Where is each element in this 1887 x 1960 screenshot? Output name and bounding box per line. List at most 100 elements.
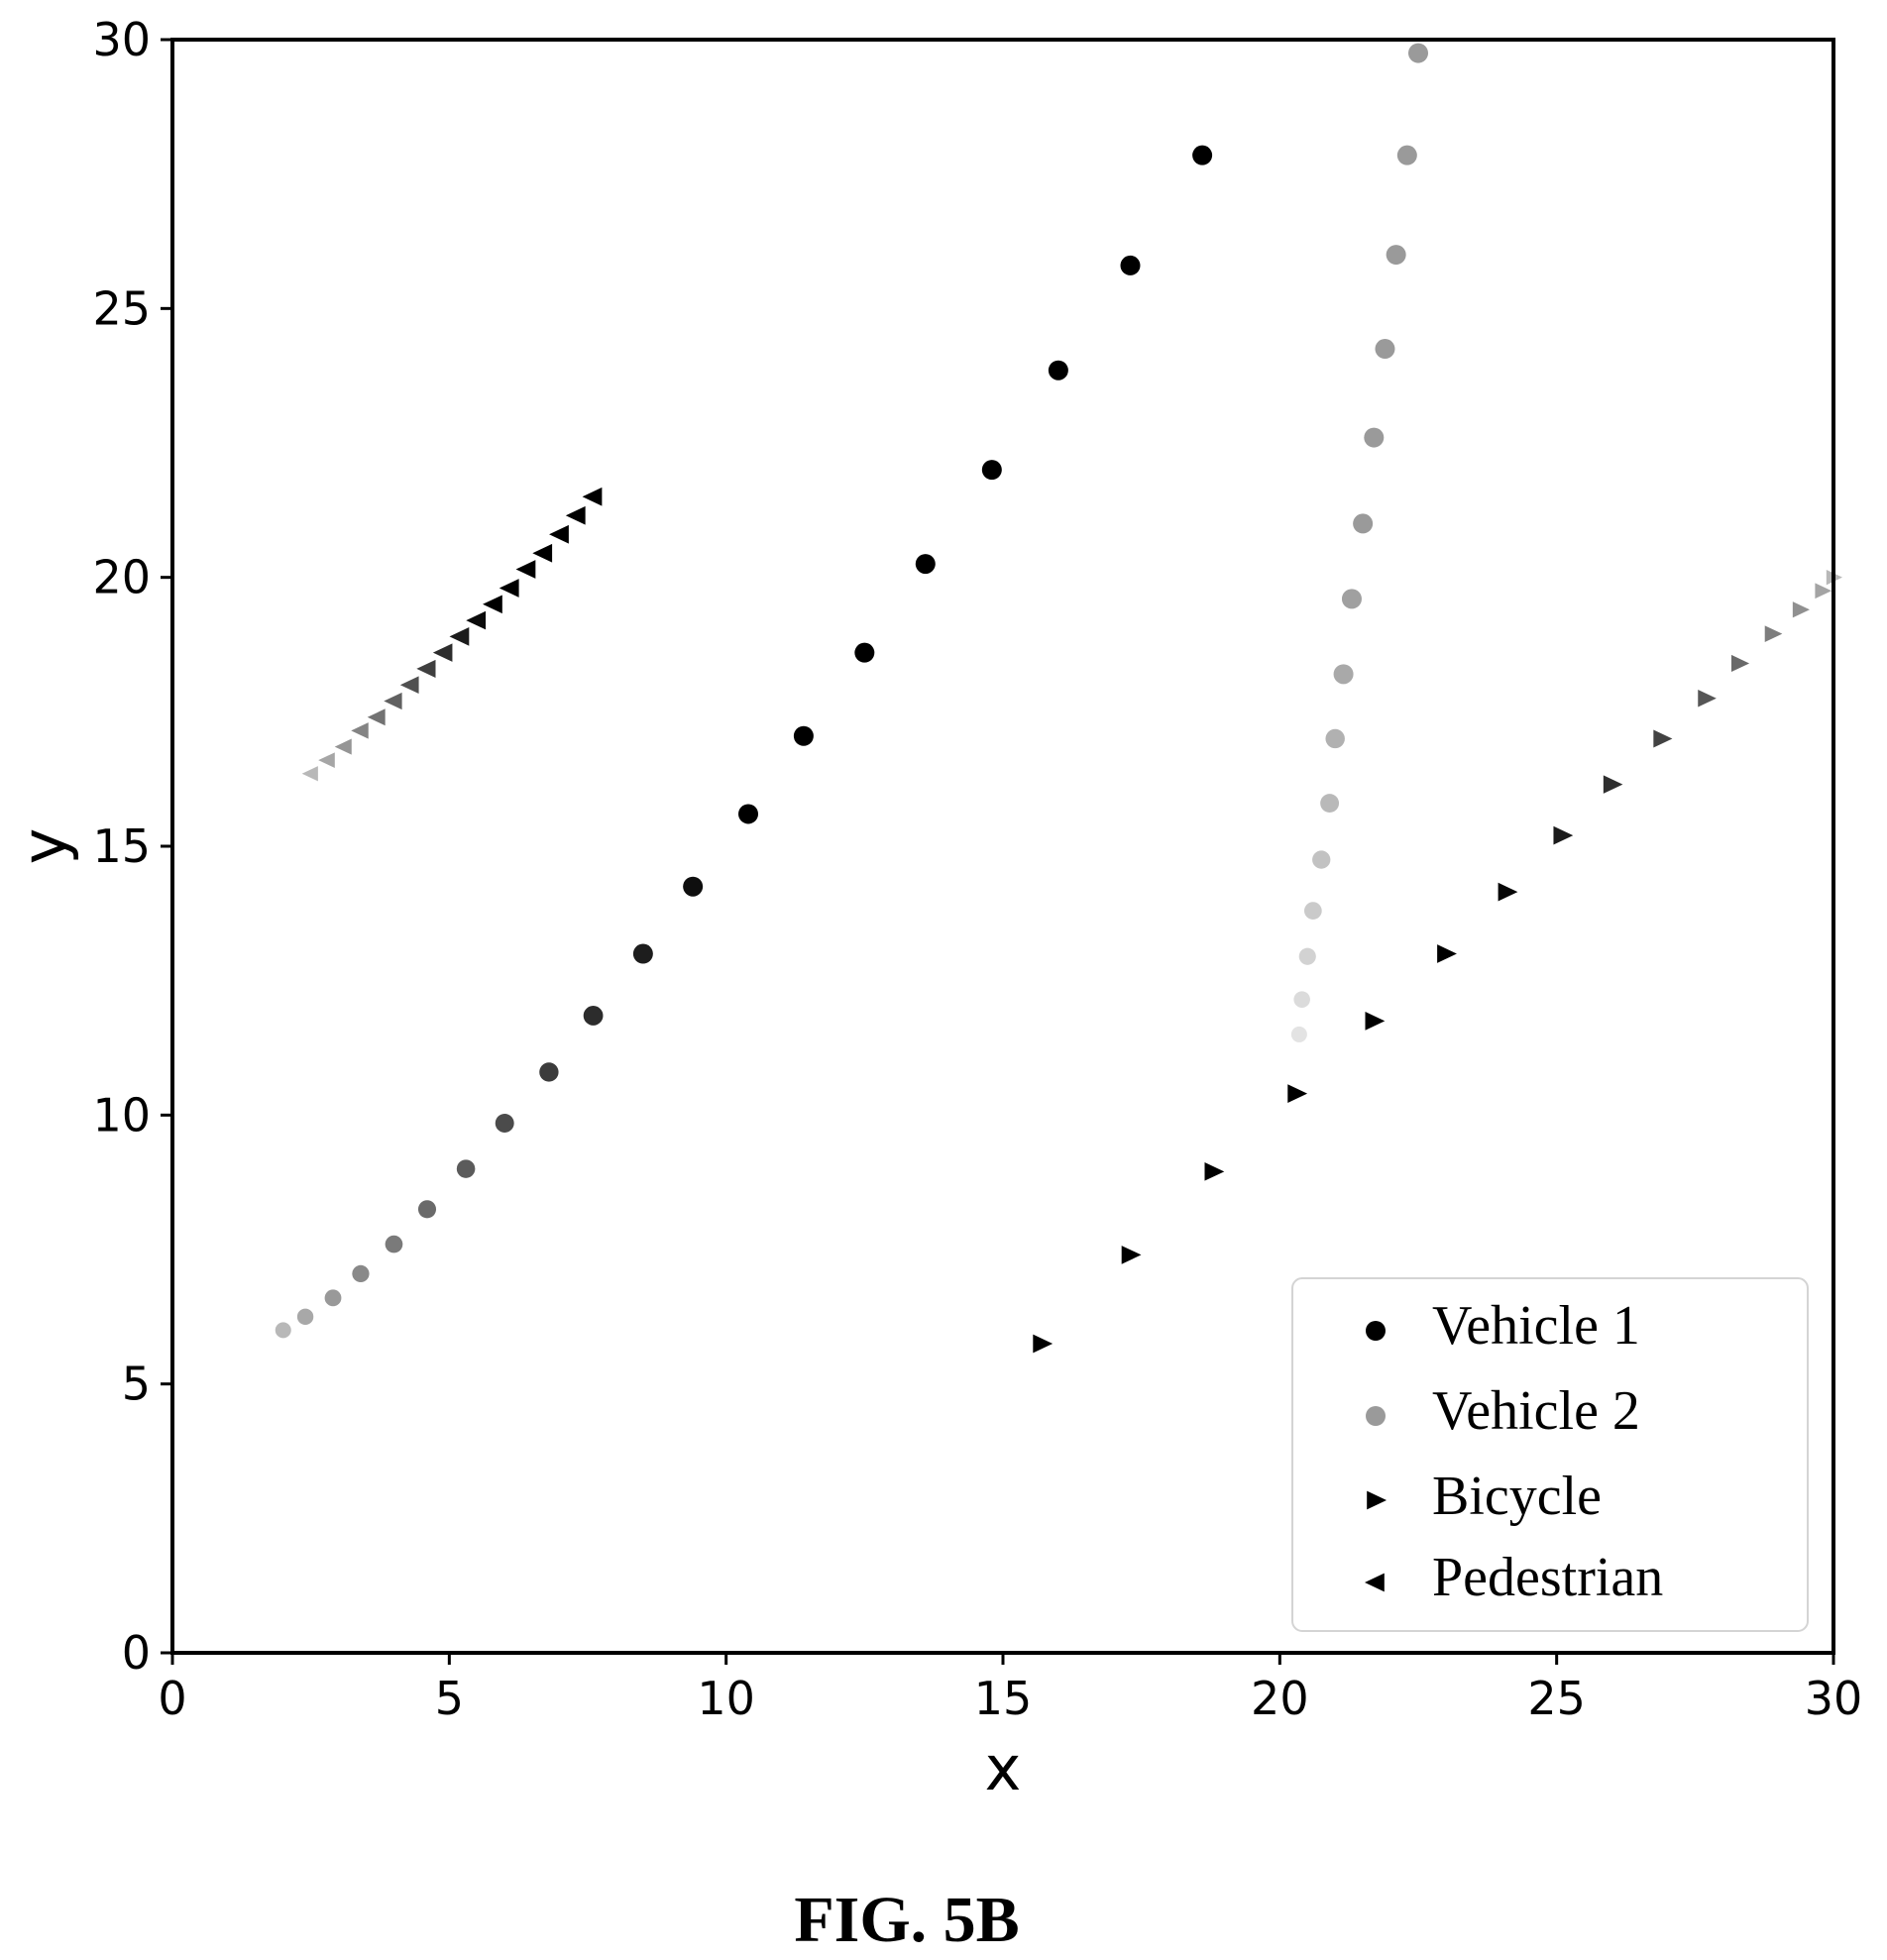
legend-box xyxy=(1291,1277,1809,1632)
y-tick-label: 30 xyxy=(92,13,151,66)
legend-label-vehicle-2: Vehicle 2 xyxy=(1432,1380,1640,1442)
vehicle-2-point xyxy=(1320,794,1340,814)
pedestrian-point xyxy=(483,595,502,614)
legend-marker-vehicle-1 xyxy=(1366,1321,1386,1341)
legend-marker-vehicle-2 xyxy=(1366,1406,1386,1426)
pedestrian-point xyxy=(532,543,553,563)
pedestrian-point xyxy=(466,610,487,630)
vehicle-1-point xyxy=(1192,145,1213,165)
vehicle-2-point xyxy=(1396,145,1417,165)
pedestrian-point xyxy=(367,708,386,726)
vehicle-1-point xyxy=(1048,360,1068,381)
y-tick-label: 10 xyxy=(92,1088,151,1142)
vehicle-2-point xyxy=(1341,589,1362,609)
pedestrian-point xyxy=(449,627,470,646)
bicycle-point xyxy=(1365,1012,1386,1031)
vehicle-1-point xyxy=(296,1308,314,1326)
x-axis-label: x xyxy=(985,1732,1022,1804)
vehicle-1-point xyxy=(854,642,875,663)
figure-caption: FIG. 5B xyxy=(794,1884,1020,1956)
vehicle-2-point xyxy=(1375,339,1395,360)
bicycle-point xyxy=(1033,1334,1054,1354)
y-tick-label: 20 xyxy=(92,551,151,604)
bicycle-point xyxy=(1764,625,1783,642)
bicycle-point xyxy=(1498,882,1518,902)
legend-marker-pedestrian xyxy=(1365,1573,1385,1592)
pedestrian-point xyxy=(416,659,436,678)
vehicle-1-point xyxy=(275,1322,291,1339)
legend-markers xyxy=(1365,1321,1387,1592)
pedestrian-point xyxy=(318,752,335,769)
x-tick-label: 20 xyxy=(1251,1672,1309,1725)
x-tick-label: 30 xyxy=(1805,1672,1863,1725)
x-tick-label: 0 xyxy=(158,1672,186,1725)
vehicle-1-point xyxy=(352,1264,370,1283)
pedestrian-point xyxy=(432,643,453,662)
bicycle-point xyxy=(1553,825,1574,845)
x-tick-label: 25 xyxy=(1527,1672,1586,1725)
bicycle-point xyxy=(1437,944,1457,963)
y-tick-label: 15 xyxy=(92,819,151,873)
vehicle-1-point xyxy=(632,943,653,964)
bicycle-point xyxy=(1698,689,1717,708)
vehicle-1-point xyxy=(324,1289,342,1307)
vehicle-1-point xyxy=(793,725,814,746)
vehicle-1-point xyxy=(738,804,759,824)
bicycle-point xyxy=(1826,570,1842,586)
y-tick-label: 0 xyxy=(122,1626,151,1680)
vehicle-2-point xyxy=(1386,245,1406,266)
x-tick-label: 10 xyxy=(697,1672,755,1725)
bicycle-point xyxy=(1121,1246,1142,1264)
bicycle-point xyxy=(1653,729,1673,748)
legend-label-pedestrian: Pedestrian xyxy=(1432,1547,1663,1608)
pedestrian-point xyxy=(549,524,569,544)
vehicle-1-point xyxy=(385,1235,403,1253)
vehicle-2-point xyxy=(1333,664,1354,685)
pedestrian-point xyxy=(582,487,603,506)
y-axis-label: y xyxy=(8,828,80,865)
bicycle-point xyxy=(1730,654,1750,673)
legend: Vehicle 1 Vehicle 2 Bicycle Pedestrian xyxy=(1291,1277,1809,1632)
vehicle-2-point xyxy=(1293,991,1310,1008)
x-tick-label: 15 xyxy=(974,1672,1033,1725)
y-tick-label: 25 xyxy=(92,281,151,335)
vehicle-1-point xyxy=(539,1062,559,1082)
vehicle-1-point xyxy=(495,1113,514,1133)
vehicle-2-point xyxy=(1298,947,1316,965)
data-points xyxy=(275,43,1842,1354)
bicycle-point xyxy=(1792,601,1811,618)
legend-marker-bicycle xyxy=(1367,1490,1387,1510)
vehicle-2-point xyxy=(1353,513,1374,534)
bicycle-point xyxy=(1287,1084,1308,1103)
vehicle-2-point xyxy=(1325,728,1345,749)
vehicle-2-point xyxy=(1364,427,1385,448)
axis-ticks: 0 5 10 15 20 25 30 0 5 10 15 20 25 30 xyxy=(92,13,1862,1725)
vehicle-1-point xyxy=(456,1159,476,1178)
vehicle-1-point xyxy=(417,1200,437,1219)
x-tick-label: 5 xyxy=(435,1672,464,1725)
pedestrian-point xyxy=(499,579,519,598)
vehicle-1-point xyxy=(683,876,704,897)
y-tick-label: 5 xyxy=(122,1358,151,1411)
vehicle-2-point xyxy=(1290,1026,1307,1042)
pedestrian-point xyxy=(515,560,536,579)
bicycle-point xyxy=(1204,1161,1225,1181)
vehicle-1-point xyxy=(915,554,936,575)
vehicle-2-point xyxy=(1408,43,1428,63)
vehicle-1-point xyxy=(981,460,1002,481)
bicycle-point xyxy=(1603,775,1623,794)
legend-label-bicycle: Bicycle xyxy=(1432,1466,1602,1527)
pedestrian-point xyxy=(565,505,586,525)
vehicle-1-point xyxy=(1120,255,1141,275)
pedestrian-point xyxy=(351,722,369,739)
bicycle-point xyxy=(1815,583,1832,599)
pedestrian-point xyxy=(334,738,352,755)
legend-label-vehicle-1: Vehicle 1 xyxy=(1432,1295,1640,1357)
vehicle-2-point xyxy=(1303,902,1322,920)
vehicle-1-point xyxy=(583,1006,604,1026)
pedestrian-point xyxy=(301,766,318,782)
vehicle-2-point xyxy=(1312,850,1331,869)
pedestrian-point xyxy=(384,692,402,710)
pedestrian-point xyxy=(399,676,419,695)
